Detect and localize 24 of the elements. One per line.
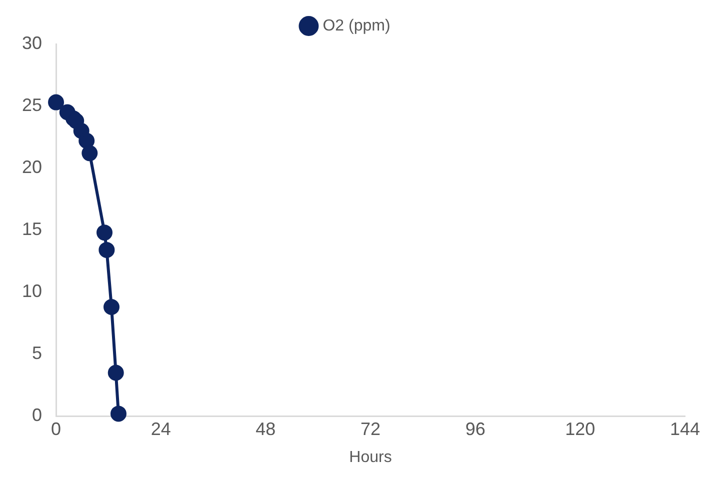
point (82, 145, 98, 162)
x-tick-label: 144 (670, 418, 700, 439)
x-tick-label: 120 (565, 418, 596, 439)
x-tick-label: 0 (51, 418, 62, 439)
x-tick-label: 24 (150, 418, 171, 439)
y-tick-label: 5 (32, 343, 42, 364)
y-tick-label: 15 (22, 219, 42, 240)
point (96, 224, 113, 241)
point (103, 299, 120, 316)
y-tick-label: 10 (22, 281, 42, 302)
x-tick-label: 72 (360, 418, 381, 439)
legend-label: O2 (ppm) (322, 17, 390, 34)
y-tick-label: 20 (22, 157, 42, 178)
x-tick-label: 96 (465, 418, 486, 439)
y-tick-label: 0 (32, 405, 42, 426)
point (78, 132, 95, 149)
x-axis-title: Hours (349, 448, 392, 466)
x-tick-label: 48 (256, 418, 276, 439)
point (110, 406, 126, 422)
point (98, 242, 115, 258)
point (108, 364, 124, 381)
y-tick-label: 30 (22, 32, 42, 53)
y-tick-label: 25 (22, 95, 42, 115)
point (48, 94, 64, 110)
